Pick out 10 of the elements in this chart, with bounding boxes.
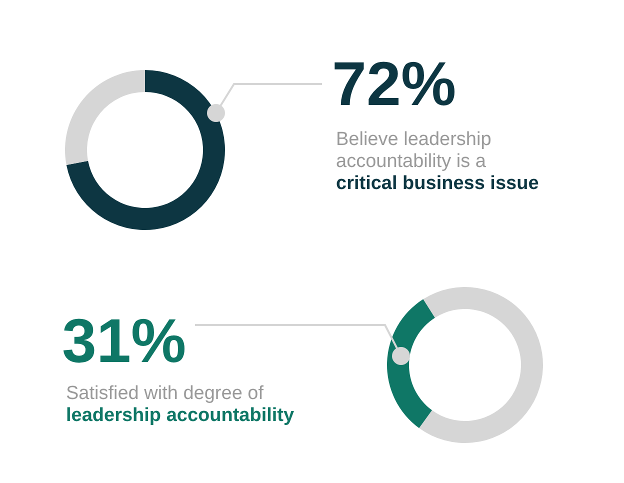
data-label: 72% bbox=[332, 50, 456, 119]
donut-slice bbox=[65, 70, 145, 165]
text: Satisfied with degree of bbox=[66, 383, 264, 404]
text: leadership accountability bbox=[66, 405, 294, 426]
text: critical business issue bbox=[336, 173, 539, 194]
text: Believe leadership accountability is a bbox=[336, 129, 492, 172]
donut-slice bbox=[66, 70, 225, 230]
donut-slice bbox=[387, 299, 435, 428]
data-label: 31% bbox=[62, 307, 186, 376]
donut-slice bbox=[419, 287, 543, 443]
